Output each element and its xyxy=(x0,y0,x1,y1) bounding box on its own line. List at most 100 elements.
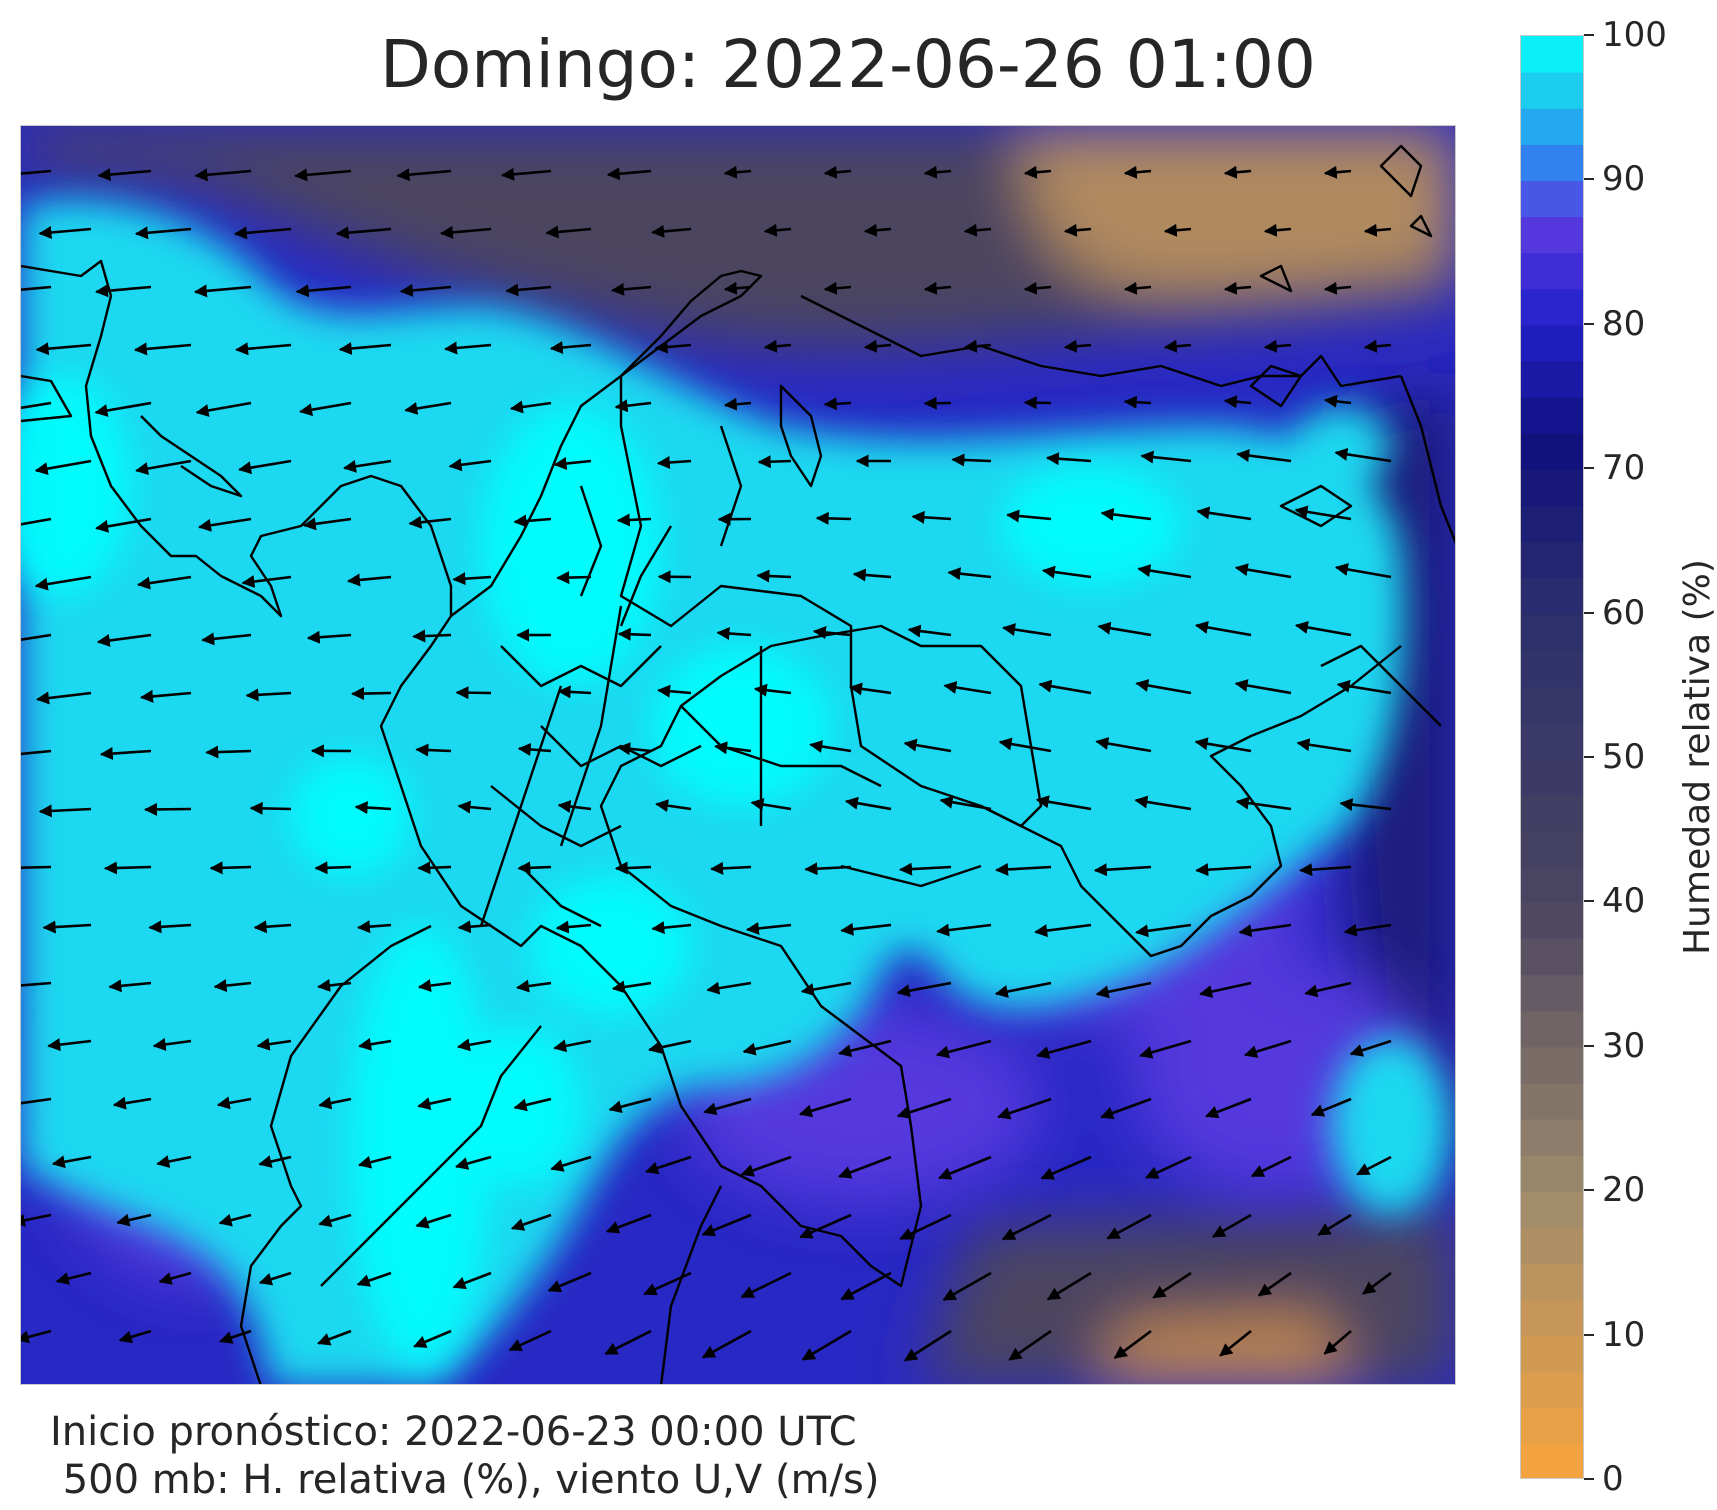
wind-arrow xyxy=(963,223,992,237)
wind-arrow xyxy=(21,401,52,410)
wind-arrow xyxy=(241,575,292,589)
wind-arrow xyxy=(1063,223,1092,237)
colorbar-band xyxy=(1521,252,1583,290)
wind-arrow xyxy=(444,341,492,355)
wind-arrow xyxy=(753,683,792,697)
wind-arrow xyxy=(740,1271,792,1299)
wind-arrow xyxy=(195,401,252,417)
forecast-variables: 500 mb: H. relativa (%), viento U,V (m/s… xyxy=(50,1457,880,1503)
wind-arrow xyxy=(218,1213,252,1227)
colorbar-band xyxy=(1521,144,1583,181)
wind-arrow xyxy=(95,284,152,298)
colorbar-band xyxy=(1521,505,1583,542)
colorbar-band xyxy=(1521,1119,1583,1156)
wind-arrow xyxy=(513,1097,552,1112)
wind-arrow xyxy=(1045,452,1092,466)
wind-arrow xyxy=(1036,1039,1092,1059)
wind-arrow xyxy=(235,342,292,356)
wind-arrow xyxy=(1362,1271,1392,1295)
wind-arrow xyxy=(1235,796,1292,811)
wind-arrow xyxy=(21,1097,52,1105)
wind-arrow xyxy=(454,1155,492,1170)
colorbar-label: Humedad relativa (%) xyxy=(1677,559,1717,955)
colorbar-band xyxy=(1521,360,1583,398)
colorbar-band xyxy=(1521,1299,1583,1337)
wind-arrow xyxy=(1046,1271,1092,1301)
wind-arrow xyxy=(233,226,292,240)
wind-arrow xyxy=(1194,621,1252,637)
wind-arrow xyxy=(723,281,752,295)
wind-arrow xyxy=(1123,281,1152,295)
wind-arrow xyxy=(412,629,452,643)
colorbar-band xyxy=(1521,649,1583,687)
colorbar-band xyxy=(1521,541,1583,579)
wind-arrow xyxy=(651,224,692,238)
wind-arrow xyxy=(838,1155,892,1179)
wind-arrow xyxy=(253,920,292,934)
wind-arrow xyxy=(417,861,452,875)
wind-arrow xyxy=(1034,923,1092,938)
wind-arrow xyxy=(655,799,692,813)
wind-arrow xyxy=(799,1213,852,1239)
wind-arrow xyxy=(555,920,592,934)
wind-arrow xyxy=(1334,447,1392,463)
wind-arrow xyxy=(21,285,52,291)
wind-arrow xyxy=(338,341,392,355)
wind-arrow xyxy=(943,681,992,695)
wind-arrow xyxy=(38,804,92,818)
wind-arrow xyxy=(21,1329,52,1344)
wind-arrow xyxy=(557,800,592,813)
wind-arrow xyxy=(1023,281,1052,295)
wind-arrow xyxy=(614,861,652,875)
wind-arrow xyxy=(840,922,892,936)
colorbar-band xyxy=(1521,36,1583,73)
wind-arrow xyxy=(745,921,792,935)
wind-arrow xyxy=(513,514,552,528)
colorbar-band xyxy=(1521,324,1583,362)
wind-arrow xyxy=(815,511,852,525)
wind-arrow xyxy=(617,742,652,756)
wind-arrow xyxy=(21,633,52,641)
wind-arrow xyxy=(1323,281,1352,295)
wind-arrow xyxy=(643,1271,692,1296)
wind-arrow xyxy=(55,1271,92,1285)
wind-arrow xyxy=(1006,509,1052,523)
wind-arrow xyxy=(656,455,692,469)
wind-arrow xyxy=(1137,564,1192,579)
colorbar-tick-label: 50 xyxy=(1602,737,1646,777)
wind-arrow xyxy=(335,226,392,240)
wind-arrow xyxy=(1106,1213,1152,1240)
colorbar-band xyxy=(1521,758,1583,795)
colorbar-tick-mark xyxy=(1584,467,1594,470)
wind-arrow xyxy=(812,626,852,639)
wind-arrow xyxy=(517,742,552,756)
wind-arrow xyxy=(238,459,292,475)
wind-arrow xyxy=(1093,863,1152,877)
wind-arrow xyxy=(317,978,352,992)
wind-arrow xyxy=(763,223,792,237)
wind-arrow xyxy=(556,571,592,585)
coastline-south-pacific xyxy=(239,924,432,1384)
wind-arrow xyxy=(134,226,192,240)
wind-arrow xyxy=(740,1155,792,1177)
wind-arrow xyxy=(517,861,552,875)
wind-arrow xyxy=(34,459,92,476)
wind-arrow xyxy=(1134,795,1192,811)
wind-arrow xyxy=(611,980,652,994)
wind-arrow xyxy=(716,627,752,640)
coastline-central-america xyxy=(21,259,453,618)
colorbar-band xyxy=(1521,433,1583,470)
wind-arrow xyxy=(1304,981,1352,998)
colorbar-tick-label: 10 xyxy=(1602,1314,1646,1355)
wind-arrow xyxy=(1211,1213,1252,1238)
wind-arrow xyxy=(510,1213,552,1231)
colorbar-tick-label: 80 xyxy=(1602,303,1646,344)
wind-arrow xyxy=(1310,1097,1352,1117)
colorbar-band xyxy=(1521,469,1583,506)
wind-arrow xyxy=(899,862,952,876)
wind-arrow xyxy=(314,861,352,875)
wind-arrow xyxy=(849,682,892,696)
wind-arrow xyxy=(135,459,192,475)
wind-arrow xyxy=(706,981,752,995)
wind-arrow xyxy=(648,1039,692,1054)
